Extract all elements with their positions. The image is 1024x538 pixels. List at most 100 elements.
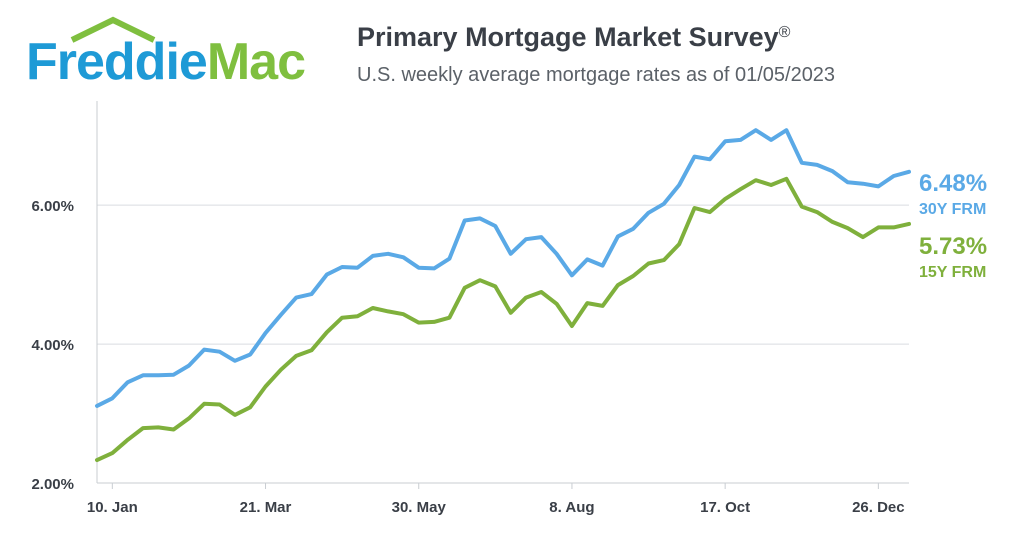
data-point (340, 316, 344, 319)
x-tick-label: 30. May (392, 499, 447, 516)
data-point (249, 353, 252, 356)
data-point (632, 227, 635, 230)
data-point (478, 278, 482, 282)
data-point (478, 217, 482, 220)
data-point (233, 413, 237, 417)
data-point (111, 451, 114, 455)
page-title: Primary Mortgage Market Survey® (357, 22, 790, 53)
data-point (356, 315, 359, 318)
x-tick-label: 17. Oct (700, 499, 750, 516)
data-point (325, 273, 329, 276)
data-point (249, 406, 252, 409)
data-point (310, 292, 313, 296)
data-point (739, 138, 742, 142)
registered-mark: ® (778, 24, 791, 41)
data-point (187, 364, 191, 367)
data-point (141, 426, 145, 430)
data-point (264, 385, 267, 388)
data-point (831, 169, 834, 173)
data-point (846, 226, 849, 230)
data-point (586, 258, 589, 261)
data-point (723, 197, 727, 201)
data-point (371, 306, 374, 310)
gridlines (97, 204, 909, 345)
data-point (739, 188, 742, 191)
data-point (815, 210, 819, 214)
logo-wordmark: FreddieMac (26, 33, 306, 91)
data-point (647, 262, 650, 265)
y-tick-label: 2.00% (31, 476, 74, 493)
data-point (540, 235, 543, 239)
data-point (157, 426, 160, 429)
data-point (264, 331, 267, 335)
data-point (279, 313, 283, 317)
data-point (693, 206, 696, 210)
data-point (662, 202, 666, 205)
plot-background (97, 101, 909, 483)
data-point (386, 310, 390, 313)
data-point (218, 350, 221, 353)
data-point (555, 302, 558, 306)
data-point (356, 266, 359, 269)
data-point (846, 181, 849, 184)
data-point (509, 252, 512, 255)
data-point (831, 220, 834, 224)
data-point (279, 368, 283, 371)
data-point (417, 266, 420, 269)
data-point (218, 403, 221, 406)
data-point (494, 224, 497, 228)
series-name-label: 15Y FRM (919, 264, 986, 281)
data-point (157, 374, 160, 377)
data-point (693, 155, 696, 158)
data-point (616, 283, 620, 287)
data-point (800, 205, 803, 208)
data-point (233, 359, 237, 362)
data-point (877, 226, 880, 229)
data-point (111, 397, 114, 400)
data-point (509, 311, 512, 315)
data-point (371, 254, 374, 258)
data-point (662, 258, 666, 262)
series-name-label: 30Y FRM (919, 201, 986, 218)
data-point (95, 458, 99, 462)
x-tick-label: 26. Dec (852, 499, 905, 516)
data-point (723, 140, 727, 143)
data-point (448, 316, 451, 319)
data-point (892, 174, 895, 178)
data-point (815, 163, 819, 167)
data-point (677, 242, 681, 246)
data-point (340, 265, 344, 269)
data-point (785, 128, 788, 132)
x-tick-label: 10. Jan (87, 499, 138, 516)
data-point (294, 354, 298, 358)
data-point (677, 183, 681, 187)
page-subtitle: U.S. weekly average mortgage rates as of… (357, 64, 836, 86)
data-point (417, 321, 420, 324)
data-point (463, 219, 466, 222)
data-point (494, 285, 497, 288)
data-point (540, 290, 543, 294)
data-point (754, 128, 757, 132)
data-point (524, 296, 528, 299)
x-tick-label: 8. Aug (549, 499, 594, 516)
data-point (769, 138, 773, 142)
data-point (570, 324, 574, 328)
data-point (877, 185, 880, 188)
title-text: Primary Mortgage Market Survey (357, 22, 779, 52)
data-point (861, 235, 865, 239)
data-point (402, 256, 405, 259)
data-point (907, 222, 911, 226)
freddie-mac-logo: FreddieMac (26, 14, 326, 94)
data-point (861, 182, 865, 185)
data-point (601, 264, 604, 267)
data-point (708, 210, 712, 214)
series-line-15y (95, 176, 911, 463)
data-point (632, 274, 635, 278)
data-point (601, 304, 604, 308)
data-point (126, 438, 129, 442)
data-point (555, 252, 558, 255)
data-point (402, 313, 405, 316)
data-point (126, 381, 129, 384)
data-point (432, 267, 436, 270)
